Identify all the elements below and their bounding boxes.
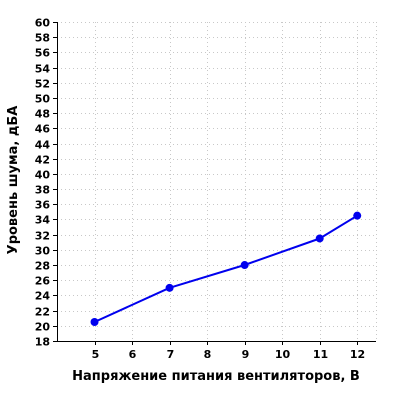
x-tick-label: 5	[92, 348, 100, 361]
x-tick-label: 12	[350, 348, 365, 361]
data-point-marker	[90, 318, 99, 327]
series-layer	[90, 211, 362, 327]
x-tick-label: 9	[242, 348, 250, 361]
data-point-marker	[240, 261, 249, 270]
y-tick-label: 48	[35, 108, 50, 121]
x-tick-label: 7	[167, 348, 175, 361]
y-tick-label: 40	[35, 169, 51, 182]
y-axis-title: Уровень шума, дБА	[6, 106, 21, 255]
x-tick-label: 11	[313, 348, 328, 361]
y-tick-label: 60	[35, 17, 51, 30]
x-axis-title: Напряжение питания вентиляторов, В	[72, 369, 360, 384]
y-tick-label: 18	[35, 336, 50, 349]
y-tick-label: 32	[35, 230, 50, 243]
data-point-marker	[165, 283, 174, 292]
y-tick-label: 44	[35, 139, 51, 152]
y-tick-label: 58	[35, 32, 50, 45]
y-tick-label: 30	[35, 245, 51, 258]
x-tick-label: 6	[129, 348, 137, 361]
data-point-marker	[353, 211, 362, 220]
y-tick-label: 34	[35, 214, 51, 227]
y-tick-label: 24	[35, 290, 51, 303]
grid-layer	[57, 22, 377, 341]
y-tick-label: 20	[35, 321, 51, 334]
data-point-marker	[315, 234, 324, 243]
y-tick-label: 50	[35, 93, 51, 106]
y-tick-label: 52	[35, 78, 50, 91]
axes-layer	[57, 22, 376, 342]
x-tick-label: 8	[204, 348, 212, 361]
x-tick-label: 10	[275, 348, 291, 361]
series-line	[94, 214, 358, 323]
y-tick-label: 36	[35, 199, 51, 212]
ticks-layer: 1820222426283032343638404244464850525456…	[35, 17, 365, 362]
y-tick-label: 38	[35, 184, 50, 197]
y-tick-label: 26	[35, 275, 51, 288]
y-tick-label: 56	[35, 47, 51, 60]
y-tick-label: 22	[35, 306, 50, 319]
y-tick-label: 28	[35, 260, 50, 273]
y-tick-label: 46	[35, 123, 51, 136]
y-tick-label: 42	[35, 154, 50, 167]
y-tick-label: 54	[35, 63, 51, 76]
